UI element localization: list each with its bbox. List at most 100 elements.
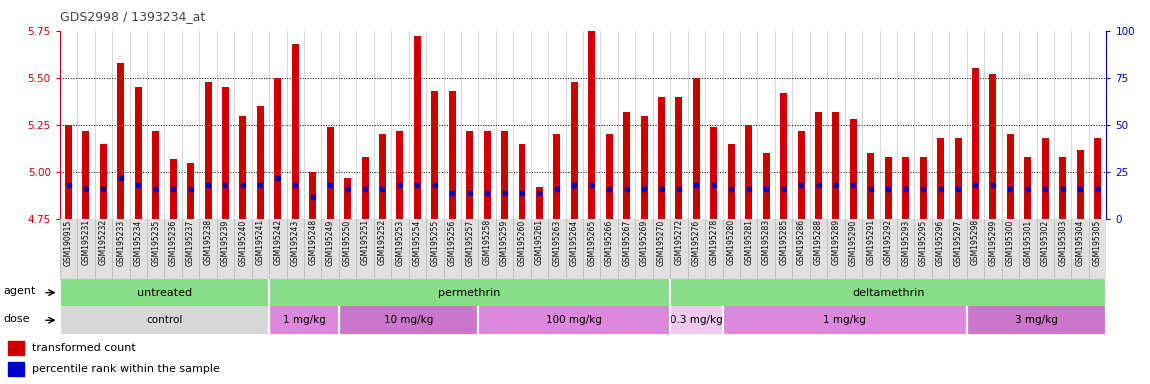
Text: GSM195257: GSM195257	[466, 219, 474, 265]
Point	[861, 186, 880, 192]
Point	[1088, 186, 1106, 192]
Text: GSM195233: GSM195233	[116, 219, 125, 265]
Bar	[549, 219, 566, 279]
Bar	[147, 219, 164, 279]
Bar	[60, 306, 269, 334]
Bar	[705, 219, 722, 279]
Bar	[205, 82, 212, 219]
Point	[233, 182, 252, 189]
Bar	[1089, 219, 1106, 279]
Point	[983, 182, 1002, 189]
Bar	[286, 219, 304, 279]
Point	[1036, 186, 1055, 192]
Bar	[501, 131, 508, 219]
Bar	[444, 219, 461, 279]
Text: GSM195256: GSM195256	[447, 219, 457, 265]
Point	[879, 186, 897, 192]
Bar	[867, 153, 874, 219]
Point	[182, 186, 200, 192]
Bar	[1059, 157, 1066, 219]
Text: GSM195288: GSM195288	[814, 219, 823, 265]
Bar	[391, 219, 408, 279]
Bar	[897, 219, 914, 279]
Point	[635, 186, 653, 192]
Point	[1002, 186, 1020, 192]
Point	[304, 194, 322, 200]
Point	[199, 182, 217, 189]
Text: GSM195291: GSM195291	[866, 219, 875, 265]
Text: GSM195281: GSM195281	[744, 219, 753, 265]
Point	[338, 186, 356, 192]
Point	[932, 186, 950, 192]
Text: GSM195251: GSM195251	[361, 219, 369, 265]
Text: GSM195234: GSM195234	[133, 219, 143, 265]
Point	[374, 186, 392, 192]
Bar	[688, 219, 705, 279]
Bar	[216, 219, 235, 279]
Bar	[478, 219, 496, 279]
Bar	[478, 306, 670, 334]
Bar	[187, 163, 194, 219]
Bar	[113, 219, 130, 279]
Bar	[252, 219, 269, 279]
Bar	[675, 97, 682, 219]
Bar	[309, 172, 316, 219]
Bar	[641, 116, 647, 219]
Point	[705, 182, 723, 189]
Bar	[658, 97, 665, 219]
Text: GSM195253: GSM195253	[396, 219, 405, 265]
Bar	[798, 131, 805, 219]
Text: GSM195239: GSM195239	[221, 219, 230, 265]
Point	[460, 190, 478, 196]
Point	[1053, 186, 1072, 192]
Text: GSM195292: GSM195292	[884, 219, 892, 265]
Point	[722, 186, 741, 192]
Point	[618, 186, 636, 192]
Bar	[589, 31, 596, 219]
Text: GSM195260: GSM195260	[518, 219, 527, 265]
Text: GSM195272: GSM195272	[675, 219, 683, 265]
Bar	[414, 36, 421, 219]
Bar	[269, 306, 339, 334]
Text: deltamethrin: deltamethrin	[852, 288, 925, 298]
Bar	[1042, 138, 1049, 219]
Bar	[775, 219, 792, 279]
Point	[269, 175, 288, 181]
Bar	[94, 219, 113, 279]
Point	[547, 186, 566, 192]
Bar	[722, 219, 741, 279]
Point	[757, 186, 775, 192]
Bar	[623, 112, 630, 219]
Bar	[408, 219, 426, 279]
Text: GSM195298: GSM195298	[971, 219, 980, 265]
Point	[112, 175, 130, 181]
Text: 3 mg/kg: 3 mg/kg	[1015, 315, 1058, 325]
Point	[129, 182, 147, 189]
Point	[949, 186, 967, 192]
Bar	[728, 144, 735, 219]
Bar	[984, 219, 1002, 279]
Text: control: control	[146, 315, 183, 325]
Point	[688, 182, 706, 189]
Bar	[339, 306, 478, 334]
Point	[251, 182, 269, 189]
Text: GSM195270: GSM195270	[657, 219, 666, 265]
Bar	[972, 68, 979, 219]
Point	[669, 186, 688, 192]
Point	[897, 186, 915, 192]
Bar	[762, 153, 769, 219]
Point	[321, 182, 339, 189]
Text: GSM195243: GSM195243	[291, 219, 300, 265]
Bar	[222, 87, 229, 219]
Bar	[722, 306, 967, 334]
Bar	[269, 279, 670, 306]
Bar	[496, 219, 513, 279]
Bar	[100, 144, 107, 219]
Bar	[135, 87, 141, 219]
Bar	[484, 131, 491, 219]
Text: GSM195249: GSM195249	[325, 219, 335, 265]
Text: GSM195265: GSM195265	[588, 219, 596, 265]
Point	[408, 182, 427, 189]
Bar	[361, 157, 368, 219]
Point	[496, 190, 514, 196]
